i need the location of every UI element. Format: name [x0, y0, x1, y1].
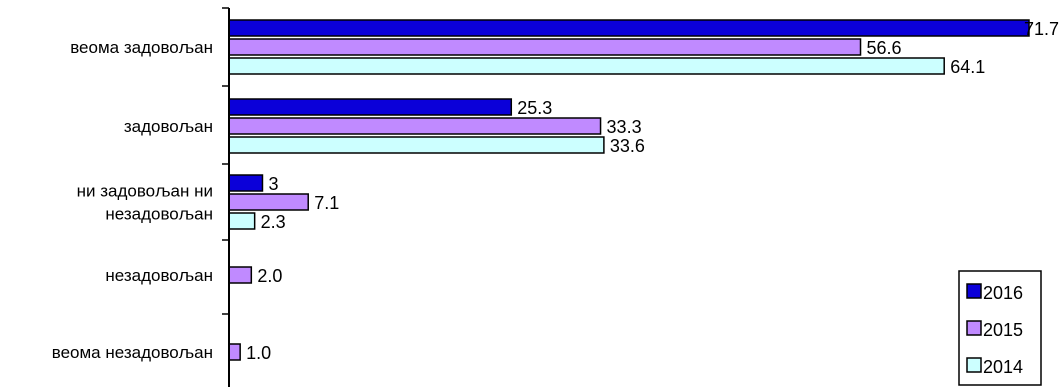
category-label: задовољан [124, 117, 213, 136]
bar-2015 [228, 343, 241, 361]
category-label: веома задовољан [70, 38, 213, 57]
category-label: веома незадовољан [52, 343, 213, 362]
category-label: ни задовољан ни [77, 182, 213, 201]
value-label: 1.0 [246, 343, 271, 363]
ticks-layer [222, 7, 229, 315]
bar-2014 [228, 212, 256, 230]
value-label: 3 [268, 174, 278, 194]
value-label: 56.6 [867, 38, 902, 58]
bar-2015 [228, 38, 862, 56]
category-labels: веома задовољан задовољан ни задовољан ни н… [52, 38, 213, 362]
value-label: 7.1 [314, 193, 339, 213]
value-label: 25.3 [517, 98, 552, 118]
legend-label: 2016 [983, 283, 1023, 303]
bar-2016 [228, 174, 264, 192]
bar-2014 [228, 57, 945, 75]
legend-swatch-2015 [966, 320, 982, 336]
bar-2016 [228, 98, 513, 116]
value-label: 71.7 [1024, 19, 1059, 39]
bar-2015 [228, 266, 253, 284]
category-label: незадовољан [105, 266, 213, 285]
legend-items: 2016 2015 2014 [966, 283, 1023, 377]
bar-2015 [228, 117, 602, 135]
bar-2014 [228, 136, 605, 154]
category-label: незадовољан [105, 205, 213, 224]
value-label: 2.0 [257, 266, 282, 286]
value-labels: 71.7 25.3 3 56.6 33.3 7.1 2.0 1.0 64.1 33.6 2.3 [246, 19, 1059, 363]
legend-label: 2014 [983, 357, 1023, 377]
legend-label: 2015 [983, 320, 1023, 340]
value-label: 64.1 [950, 57, 985, 77]
legend-swatch-2014 [966, 357, 982, 373]
bars-layer [228, 19, 1030, 361]
value-label: 33.3 [607, 117, 642, 137]
value-label: 2.3 [261, 212, 286, 232]
legend-swatch-2016 [966, 283, 982, 299]
legend: 2016 2015 2014 [958, 270, 1042, 386]
value-label: 33.6 [610, 136, 645, 156]
bar-2016 [228, 19, 1030, 37]
bar-2015 [228, 193, 309, 211]
